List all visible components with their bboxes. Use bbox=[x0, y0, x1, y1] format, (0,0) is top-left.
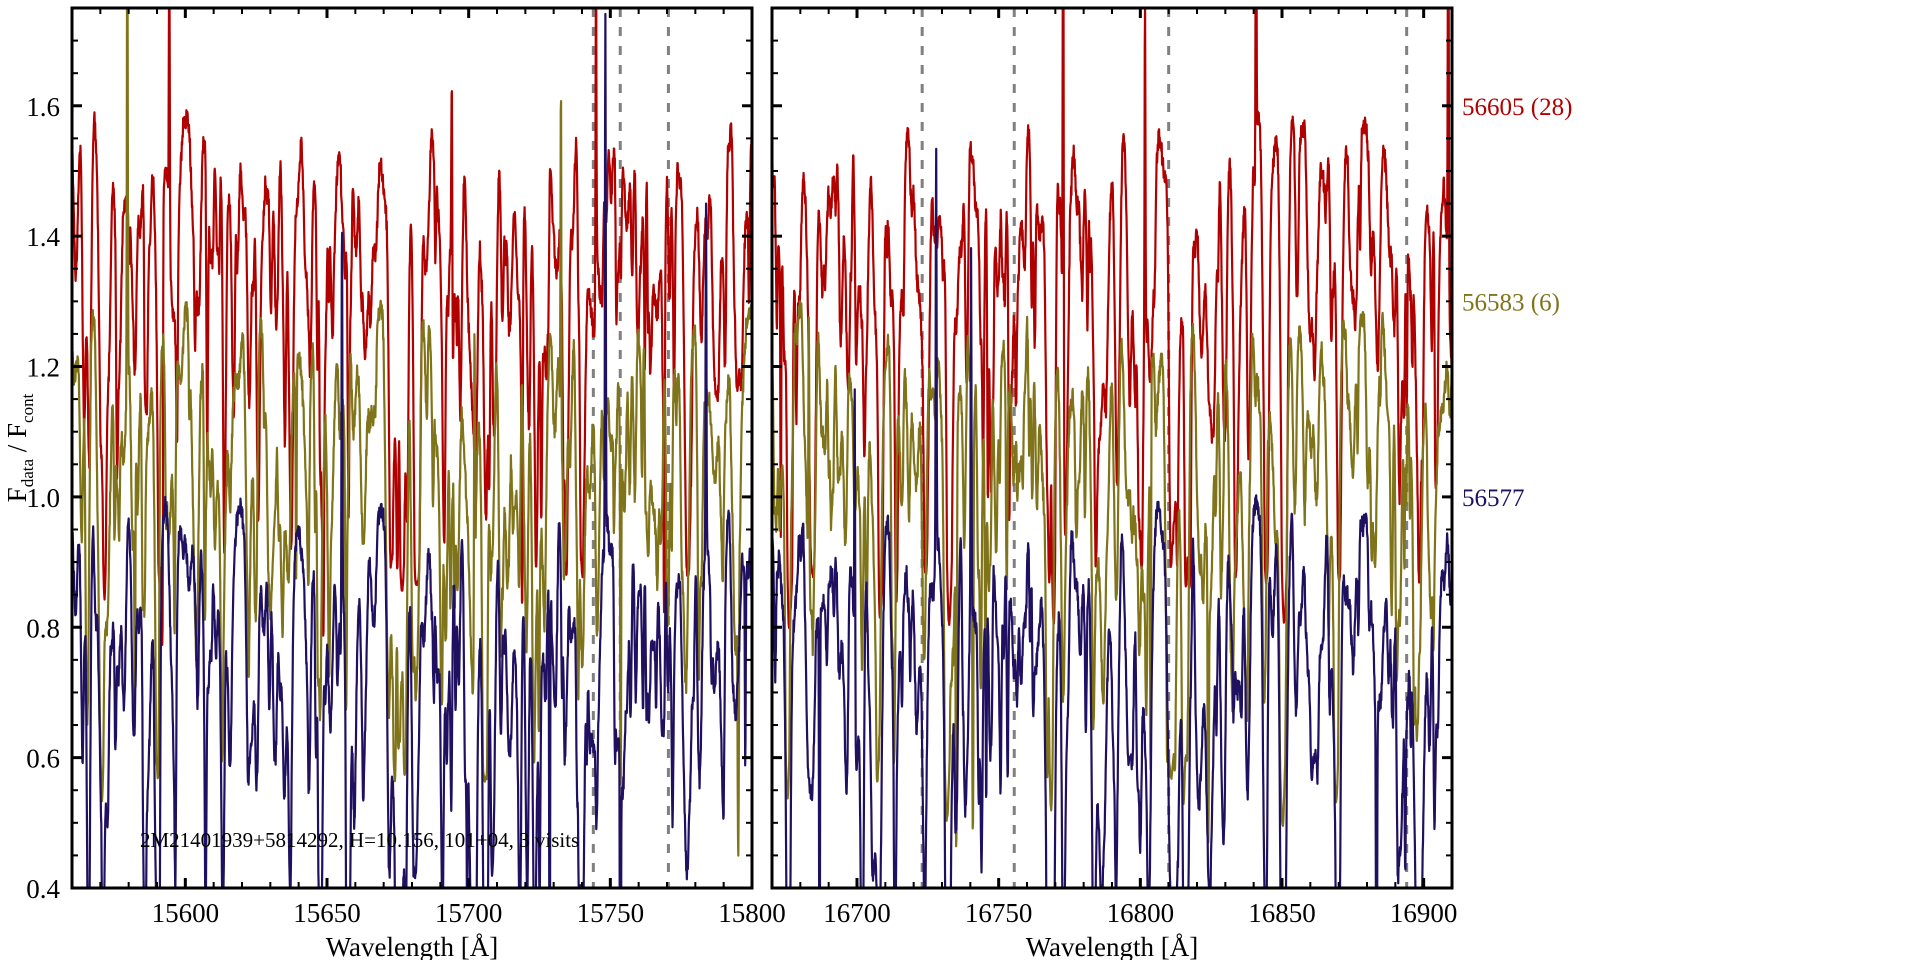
ytick-label: 0.8 bbox=[26, 613, 60, 643]
ytick-label: 1.0 bbox=[26, 483, 60, 513]
svg-text:Fdata / Fcont: Fdata / Fcont bbox=[2, 393, 37, 502]
xtick-label: 16900 bbox=[1390, 898, 1458, 928]
series-label-565836: 56583 (6) bbox=[1462, 289, 1560, 316]
ytick-label: 1.6 bbox=[26, 92, 60, 122]
series-label-5660528: 56605 (28) bbox=[1462, 94, 1572, 121]
xtick-label: 15650 bbox=[293, 898, 361, 928]
spectrum-right-56577 bbox=[772, 147, 1452, 888]
spectrum-right-565836 bbox=[772, 300, 1452, 848]
ytick-label: 0.4 bbox=[26, 874, 60, 904]
target-annotation: 2M21401939+5814292, H=10.156, 101+04, 3 … bbox=[140, 828, 579, 852]
y-axis-label: Fdata / Fcont bbox=[2, 393, 37, 502]
panel-right-plotarea bbox=[772, 8, 1452, 888]
xtick-label: 15800 bbox=[718, 898, 786, 928]
xtick-label: 16850 bbox=[1248, 898, 1316, 928]
xtick-label: 16750 bbox=[965, 898, 1033, 928]
spectrum-left-565836 bbox=[72, 8, 752, 857]
ytick-label: 0.6 bbox=[26, 744, 60, 774]
xtick-label: 15700 bbox=[435, 898, 503, 928]
xtick-label: 15750 bbox=[577, 898, 645, 928]
xtick-label: 16800 bbox=[1107, 898, 1175, 928]
spectrum-left-56577 bbox=[72, 12, 752, 888]
series-label-56577: 56577 bbox=[1462, 485, 1525, 512]
ytick-label: 1.4 bbox=[26, 222, 60, 252]
x-axis-label-right: Wavelength [Å] bbox=[1026, 932, 1199, 960]
panel-left-plotarea bbox=[72, 8, 752, 888]
ytick-label: 1.2 bbox=[26, 353, 60, 383]
x-axis-label-left: Wavelength [Å] bbox=[326, 932, 499, 960]
xtick-label: 15600 bbox=[152, 898, 220, 928]
xtick-label: 16700 bbox=[823, 898, 891, 928]
